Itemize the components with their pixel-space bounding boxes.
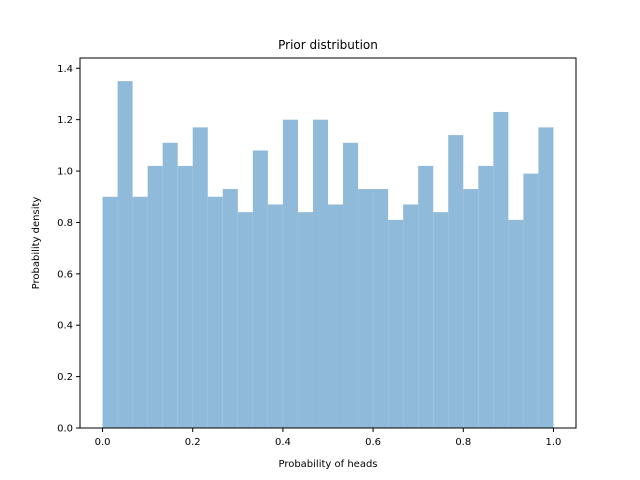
- x-tick-label: 0.6: [365, 437, 381, 448]
- histogram-bar: [297, 212, 313, 428]
- y-tick-label: 0.4: [57, 321, 73, 332]
- histogram-bar: [403, 204, 419, 428]
- histogram-bar: [508, 219, 524, 428]
- histogram-bar: [192, 127, 208, 428]
- histogram-bar: [132, 196, 148, 428]
- chart-title: Prior distribution: [278, 38, 378, 52]
- x-tick-label: 0.2: [185, 437, 201, 448]
- histogram-bar: [538, 127, 554, 428]
- histogram-bar: [222, 189, 238, 428]
- histogram-bar: [433, 212, 449, 428]
- y-tick-label: 1.4: [57, 64, 73, 75]
- histogram-bar: [252, 150, 268, 428]
- y-axis-label: Probability density: [31, 197, 42, 290]
- histogram-bar: [523, 173, 539, 428]
- y-tick-label: 0.0: [57, 424, 73, 435]
- histogram-bar: [358, 189, 374, 428]
- x-axis-ticks: 0.0 0.2 0.4 0.6 0.8 1.0: [95, 428, 562, 448]
- histogram-bar: [463, 189, 479, 428]
- y-tick-label: 1.2: [57, 115, 73, 126]
- y-tick-label: 0.6: [57, 269, 73, 280]
- histogram-bar: [117, 81, 133, 428]
- histogram-bar: [147, 165, 163, 428]
- histogram-bar: [448, 135, 464, 429]
- histogram-bar: [177, 165, 193, 428]
- x-axis-label: Probability of heads: [278, 459, 377, 470]
- y-tick-label: 0.8: [57, 218, 73, 229]
- histogram-bar: [388, 219, 404, 428]
- histogram-bar: [418, 165, 434, 428]
- y-tick-label: 0.2: [57, 372, 73, 383]
- histogram-bar: [328, 204, 344, 428]
- histogram-bar: [493, 111, 509, 428]
- x-tick-label: 0.4: [275, 437, 291, 448]
- histogram-bar: [267, 204, 283, 428]
- histogram-bar: [102, 196, 118, 428]
- y-axis-ticks: 0.0 0.2 0.4 0.6 0.8 1.0 1.2 1.4: [57, 64, 80, 435]
- x-tick-label: 0.8: [455, 437, 471, 448]
- histogram-bar: [282, 119, 298, 429]
- histogram-bar: [343, 142, 359, 428]
- histogram-bar: [237, 212, 253, 428]
- histogram-bar: [373, 189, 389, 428]
- histogram-bar: [478, 165, 494, 428]
- plot-frame: [79, 57, 577, 429]
- histogram-bar: [207, 196, 223, 428]
- y-tick-label: 1.0: [57, 167, 73, 178]
- histogram-bars: [102, 81, 554, 429]
- x-tick-label: 1.0: [546, 437, 562, 448]
- histogram-bar: [162, 142, 178, 428]
- histogram-bar: [312, 119, 328, 429]
- x-tick-label: 0.0: [95, 437, 111, 448]
